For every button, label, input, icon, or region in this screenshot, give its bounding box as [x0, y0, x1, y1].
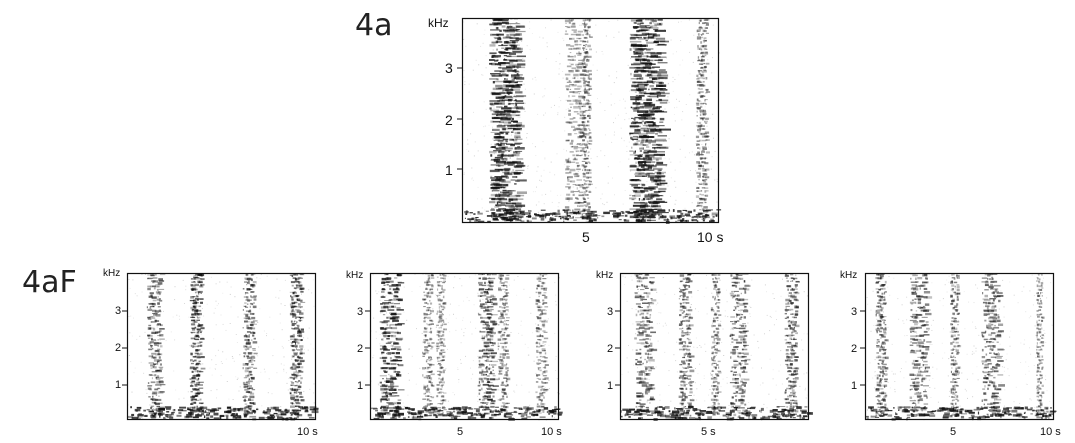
spectral-band	[729, 273, 751, 417]
plot-frame	[369, 272, 560, 421]
spectral-band	[875, 273, 889, 417]
spectral-band	[634, 273, 658, 416]
y-tick-label: 2	[357, 343, 364, 355]
spectral-band	[909, 273, 933, 417]
spectrogram-plot	[615, 272, 813, 421]
spectral-band	[710, 273, 722, 416]
figure-label-4a: 4a	[355, 8, 393, 43]
x-tick-label: 5	[457, 426, 464, 438]
spectral-band	[564, 18, 586, 219]
spectral-band	[146, 273, 166, 416]
low-frequency-noise	[865, 406, 1057, 421]
spectral-band	[950, 273, 962, 417]
y-tick-label: 1	[357, 380, 364, 392]
x-tick-label: 10 s	[541, 426, 562, 438]
y-tick-label: 1	[445, 162, 453, 178]
y-tick-label: 2	[445, 112, 453, 128]
spectral-band	[497, 274, 511, 416]
spectrogram-4aF-2	[365, 272, 563, 421]
low-frequency-noise	[620, 406, 813, 421]
x-tick-label: 5 s	[701, 426, 716, 438]
low-frequency-noise	[127, 406, 319, 421]
spectrogram-4a	[457, 17, 722, 224]
y-unit-label: kHz	[840, 270, 858, 281]
spectral-band	[189, 273, 206, 416]
x-tick-label: 5	[950, 426, 957, 438]
background-noise	[620, 274, 809, 421]
y-tick-label: 2	[851, 343, 858, 355]
spectral-band	[784, 273, 800, 417]
spectrogram-plot	[365, 272, 563, 421]
plot-frame	[864, 272, 1055, 421]
y-unit-label: kHz	[346, 270, 364, 281]
y-tick-label: 1	[607, 380, 614, 392]
y-tick-label: 3	[607, 306, 614, 318]
x-tick-label: 5	[582, 229, 590, 245]
y-unit-label: kHz	[596, 270, 614, 281]
y-tick-label: 2	[115, 342, 122, 354]
spectral-band	[695, 18, 711, 219]
x-tick-label: 10 s	[697, 229, 724, 245]
y-unit-label: kHz	[103, 268, 121, 279]
y-tick-label: 3	[851, 306, 858, 318]
spectral-band	[379, 273, 405, 416]
background-noise	[866, 273, 1054, 421]
plot-frame	[126, 272, 317, 421]
plot-frame	[619, 272, 810, 421]
x-tick-label: 10 s	[1040, 426, 1061, 438]
spectral-band	[489, 18, 527, 220]
spectrogram-4aF-1	[122, 272, 319, 421]
spectral-band	[1036, 273, 1045, 417]
plot-frame	[461, 17, 720, 224]
low-frequency-noise	[371, 406, 563, 421]
spectral-band	[981, 273, 1005, 416]
spectrogram-plot	[457, 17, 722, 224]
spectral-band	[289, 273, 306, 417]
spectrogram-plot	[122, 272, 319, 421]
y-tick-label: 3	[357, 306, 364, 318]
y-tick-label: 1	[851, 380, 858, 392]
y-tick-label: 1	[115, 379, 122, 391]
spectral-band	[477, 273, 499, 417]
y-tick-label: 2	[607, 343, 614, 355]
spectral-band	[678, 273, 695, 417]
figure-label-4aF: 4aF	[22, 265, 77, 300]
spectral-band	[581, 18, 593, 219]
spectrogram-4aF-3	[615, 272, 813, 421]
low-frequency-noise	[464, 209, 722, 224]
x-tick-label: 10 s	[297, 426, 318, 438]
y-tick-label: 3	[115, 305, 122, 317]
spectrogram-4aF-4	[860, 272, 1057, 421]
spectral-band	[436, 273, 447, 417]
spectrogram-plot	[860, 272, 1057, 421]
spectral-band	[242, 273, 258, 416]
background-noise	[127, 273, 316, 421]
spectral-band	[535, 273, 549, 417]
y-unit-label: kHz	[428, 16, 449, 30]
spectral-band	[629, 18, 671, 220]
spectral-band	[422, 273, 435, 417]
y-tick-label: 3	[445, 60, 453, 76]
